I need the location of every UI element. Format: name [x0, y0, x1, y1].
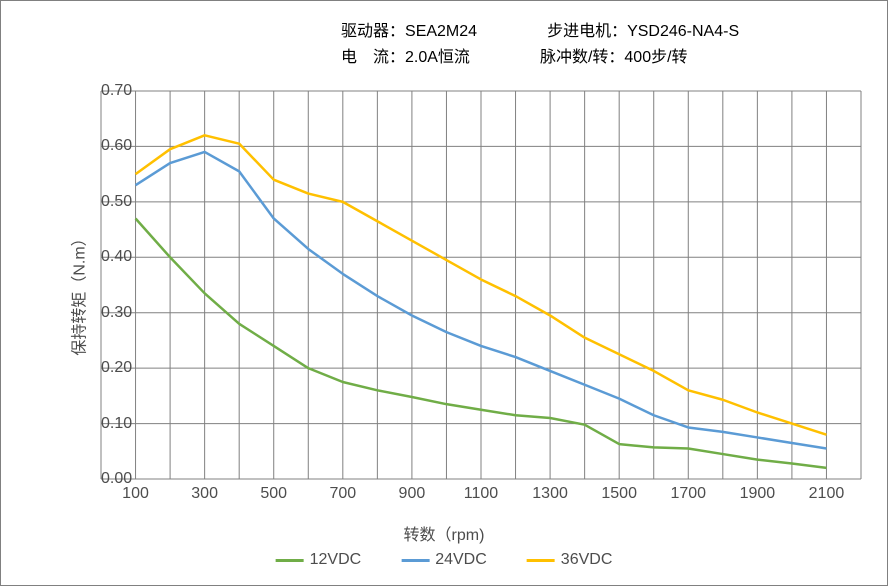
motor-value: YSD246-NA4-S: [627, 23, 739, 40]
current-info: 电 流：2.0A恒流: [341, 45, 470, 71]
x-tick-label: 700: [329, 485, 356, 503]
x-tick-label: 900: [399, 485, 426, 503]
x-tick-label: 1500: [601, 485, 637, 503]
legend-item-12VDC: 12VDC: [276, 551, 362, 569]
legend-item-24VDC: 24VDC: [401, 551, 487, 569]
plot-area: 0.000.100.200.300.400.500.600.7010030050…: [101, 91, 861, 479]
x-tick-label: 2100: [809, 485, 845, 503]
legend-item-36VDC: 36VDC: [527, 551, 613, 569]
driver-value: SEA2M24: [405, 23, 477, 40]
x-axis-label: 转数（rpm): [404, 521, 485, 545]
motor-info: 步进电机：YSD246-NA4-S: [547, 19, 739, 45]
legend: 12VDC 24VDC 36VDC: [276, 551, 613, 569]
legend-swatch: [276, 559, 304, 562]
chart-header: 驱动器：SEA2M24 步进电机：YSD246-NA4-S 电 流：2.0A恒流…: [341, 19, 867, 70]
x-tick-label: 500: [260, 485, 287, 503]
x-tick-label: 1100: [464, 485, 498, 503]
y-axis-label: 保持转矩（N.m）: [66, 230, 90, 355]
current-label: 电 流：: [341, 49, 405, 66]
x-tick-label: 100: [122, 485, 149, 503]
current-value: 2.0A恒流: [405, 49, 470, 66]
chart-svg: [101, 91, 861, 479]
driver-info: 驱动器：SEA2M24: [341, 19, 477, 45]
pulses-label: 脉冲数/转：: [540, 49, 624, 66]
driver-label: 驱动器：: [341, 23, 405, 40]
x-tick-label: 1900: [740, 485, 776, 503]
chart-container: 驱动器：SEA2M24 步进电机：YSD246-NA4-S 电 流：2.0A恒流…: [0, 0, 888, 586]
legend-label: 36VDC: [561, 551, 613, 569]
motor-label: 步进电机：: [547, 23, 627, 40]
x-tick-label: 1300: [532, 485, 568, 503]
pulses-info: 脉冲数/转：400步/转: [540, 45, 688, 71]
pulses-value: 400步/转: [624, 49, 687, 66]
legend-swatch: [401, 559, 429, 562]
x-tick-label: 300: [191, 485, 218, 503]
legend-label: 24VDC: [435, 551, 487, 569]
legend-label: 12VDC: [310, 551, 362, 569]
x-tick-label: 1700: [670, 485, 706, 503]
legend-swatch: [527, 559, 555, 562]
